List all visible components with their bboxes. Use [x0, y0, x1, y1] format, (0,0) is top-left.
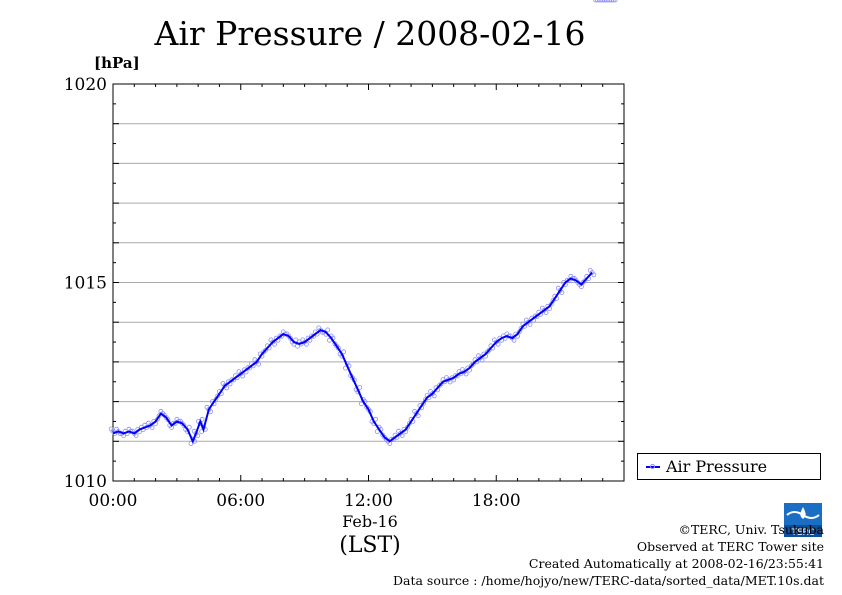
data-point	[600, 0, 606, 3]
footer-created: Created Automatically at 2008-02-16/23:5…	[528, 556, 824, 571]
data-point	[431, 393, 437, 399]
data-point	[612, 0, 618, 3]
x-tick-label: 00:00	[89, 491, 138, 511]
x-axis-label: (LST)	[339, 533, 401, 558]
y-tick-label: 1020	[64, 75, 107, 95]
data-point	[358, 401, 364, 407]
data-point	[486, 347, 492, 353]
terc-logo-icon: TERC	[784, 503, 822, 537]
data-point	[326, 337, 332, 343]
data-point	[591, 272, 597, 278]
data-point	[595, 0, 600, 3]
data-point	[495, 341, 501, 347]
x-tick-labels: 00:00 06:00 12:00 18:00	[89, 491, 521, 511]
footer-copyright: ©TERC, Univ. Tsukuba	[678, 522, 824, 537]
legend-swatch-icon	[646, 463, 660, 469]
data-point	[596, 0, 602, 3]
x-tick-label: 12:00	[344, 491, 393, 511]
data-point	[527, 321, 533, 327]
legend-entry-air-pressure: Air Pressure	[666, 457, 768, 476]
series-line-air-pressure	[112, 271, 593, 444]
data-point	[112, 430, 118, 436]
legend: Air Pressure	[637, 453, 821, 480]
data-point	[263, 347, 269, 353]
data-point	[582, 278, 588, 284]
data-point	[188, 441, 194, 446]
data-point	[605, 0, 611, 3]
data-point	[470, 361, 476, 367]
y-tick-label: 1015	[64, 274, 107, 294]
data-point	[374, 429, 380, 435]
data-point	[325, 327, 331, 333]
data-point	[593, 0, 598, 3]
grid-lines	[113, 123, 624, 442]
data-point	[598, 0, 604, 3]
data-point	[559, 290, 565, 296]
x-axis-date-label: Feb-16	[342, 512, 398, 531]
data-point	[602, 0, 607, 3]
data-point	[603, 0, 609, 3]
data-point	[479, 357, 485, 363]
data-point	[399, 433, 405, 439]
plot-frame	[112, 83, 625, 482]
data-point	[272, 341, 277, 347]
data-point	[186, 424, 192, 430]
x-tick-label: 18:00	[472, 491, 521, 511]
data-point	[181, 423, 187, 429]
data-point	[543, 310, 549, 315]
data-point	[224, 385, 230, 391]
x-tick-label: 06:00	[216, 491, 265, 511]
data-point	[611, 0, 616, 3]
data-point	[256, 361, 261, 367]
y-tick-labels: 1010 1015 1020	[64, 75, 107, 492]
data-point	[415, 413, 421, 419]
data-point	[133, 433, 139, 439]
chart-title: Air Pressure / 2008-02-16	[154, 14, 586, 53]
logo-text: TERC	[790, 528, 814, 537]
data-point	[149, 425, 155, 431]
data-point	[303, 341, 309, 347]
y-tick-label: 1010	[64, 472, 107, 492]
data-point	[240, 373, 246, 379]
footer-data-source: Data source : /home/hojyo/new/TERC-data/…	[392, 573, 824, 588]
data-point	[341, 349, 347, 355]
data-point	[463, 371, 469, 377]
data-point	[438, 381, 444, 387]
data-point	[607, 0, 613, 3]
data-point	[609, 0, 614, 3]
data-point	[511, 337, 517, 343]
data-markers	[108, 0, 618, 446]
data-point	[288, 335, 293, 341]
footer-observed: Observed at TERC Tower site	[636, 539, 824, 554]
y-axis-unit-label: [hPa]	[94, 54, 140, 72]
